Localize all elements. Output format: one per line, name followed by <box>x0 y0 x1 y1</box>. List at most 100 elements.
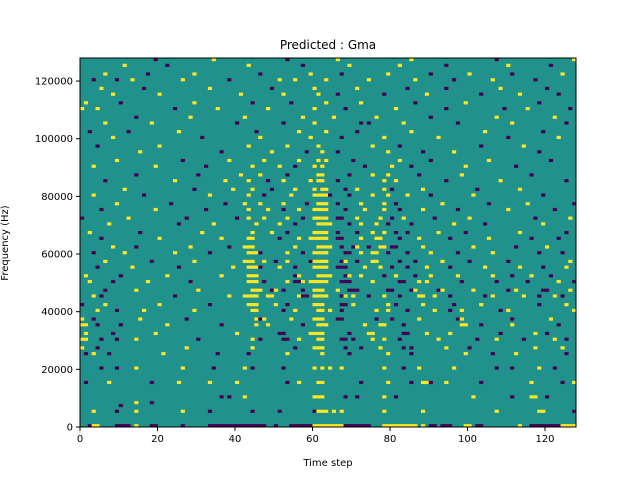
heatmap-cell <box>316 245 321 249</box>
heatmap-cell <box>382 207 387 212</box>
heatmap-cell <box>289 317 294 321</box>
heatmap-cell <box>258 173 263 177</box>
heatmap-cell <box>335 265 340 269</box>
heatmap-cell <box>246 207 251 212</box>
heatmap-cell <box>370 193 375 197</box>
heatmap-cell <box>355 86 360 91</box>
heatmap-cell <box>308 179 313 183</box>
heatmap-cell <box>483 222 488 226</box>
heatmap-cell <box>285 173 290 177</box>
heatmap-cell <box>386 150 391 154</box>
heatmap-cell <box>405 251 410 255</box>
heatmap-cell <box>370 144 375 148</box>
heatmap-cell <box>517 424 523 428</box>
heatmap-cell <box>510 72 515 76</box>
heatmap-cell <box>246 424 251 428</box>
heatmap-cell <box>269 187 275 191</box>
heatmap-cell <box>378 265 383 269</box>
heatmap-cell <box>320 303 325 307</box>
heatmap-cell <box>300 294 306 298</box>
heatmap-cell <box>351 294 356 298</box>
heatmap-cell <box>320 380 325 385</box>
heatmap-cell <box>517 230 523 235</box>
heatmap-cell <box>83 352 89 356</box>
heatmap-cell <box>238 424 244 428</box>
heatmap-cell <box>351 424 356 428</box>
heatmap-cell <box>359 121 364 125</box>
heatmap-cell <box>269 294 275 298</box>
heatmap-cell <box>281 308 286 312</box>
heatmap-cell <box>347 274 352 278</box>
heatmap-cell <box>242 259 247 263</box>
heatmap-cell <box>432 294 437 298</box>
heatmap-cell <box>339 294 344 298</box>
heatmap-cell <box>281 179 286 183</box>
heatmap-cell <box>316 259 321 263</box>
heatmap-cell <box>556 323 561 327</box>
heatmap-cell <box>293 164 298 168</box>
heatmap-cell <box>382 395 387 399</box>
heatmap-cell <box>122 187 127 191</box>
heatmap-cell <box>242 366 247 370</box>
heatmap-cell <box>320 308 325 312</box>
heatmap-cell <box>289 101 294 105</box>
heatmap-cell <box>324 230 329 235</box>
heatmap-cell <box>134 366 139 370</box>
heatmap-cell <box>227 424 232 428</box>
heatmap-cell <box>564 179 569 183</box>
heatmap-cell <box>173 251 178 255</box>
heatmap-cell <box>355 424 360 428</box>
heatmap-cell <box>498 331 503 336</box>
heatmap-cell <box>316 323 321 327</box>
heatmap-cell <box>138 230 143 235</box>
heatmap-cell <box>331 115 337 119</box>
heatmap-cell <box>452 222 457 226</box>
heatmap-cell <box>320 288 325 292</box>
heatmap-cell <box>359 202 364 206</box>
heatmap-cell <box>343 303 348 307</box>
heatmap-cell <box>176 380 182 385</box>
heatmap-cell <box>242 202 247 206</box>
heatmap-cell <box>483 294 488 298</box>
heatmap-cell <box>91 78 96 82</box>
heatmap-cell <box>285 279 290 284</box>
heatmap-cell <box>335 424 340 428</box>
heatmap-cell <box>382 187 387 191</box>
heatmap-cell <box>111 92 116 96</box>
heatmap-cell <box>560 251 565 255</box>
heatmap-cell <box>126 130 131 134</box>
heatmap-cell <box>494 279 499 284</box>
y-tick-label: 40000 <box>41 307 73 318</box>
heatmap-cell <box>316 92 321 96</box>
heatmap-cell <box>564 352 569 356</box>
heatmap-cell <box>405 424 410 428</box>
heatmap-cell <box>362 207 368 212</box>
heatmap-cell <box>138 150 143 154</box>
heatmap-cell <box>211 424 216 428</box>
heatmap-cell <box>200 135 205 140</box>
heatmap-cell <box>83 331 89 336</box>
heatmap-cell <box>273 259 278 263</box>
heatmap-cell <box>347 63 352 67</box>
heatmap-cell <box>312 424 317 428</box>
heatmap-cell <box>320 164 325 168</box>
heatmap-cell <box>308 279 313 284</box>
heatmap-cell <box>405 193 410 197</box>
heatmap-cell <box>494 337 499 341</box>
heatmap-cell <box>347 251 352 255</box>
heatmap-cell <box>254 294 259 298</box>
heatmap-cell <box>452 366 457 370</box>
heatmap-cell <box>316 279 321 284</box>
heatmap-cell <box>130 265 135 269</box>
heatmap-cell <box>343 294 348 298</box>
heatmap-cell <box>114 366 120 370</box>
heatmap-cell <box>568 216 573 220</box>
heatmap-cell <box>320 395 325 399</box>
heatmap-cell <box>537 294 542 298</box>
heatmap-cell <box>409 130 414 134</box>
heatmap-cell <box>390 187 395 191</box>
heatmap-cell <box>99 366 104 370</box>
heatmap-cell <box>320 346 325 350</box>
heatmap-cell <box>448 331 453 336</box>
heatmap-cell <box>153 207 158 212</box>
